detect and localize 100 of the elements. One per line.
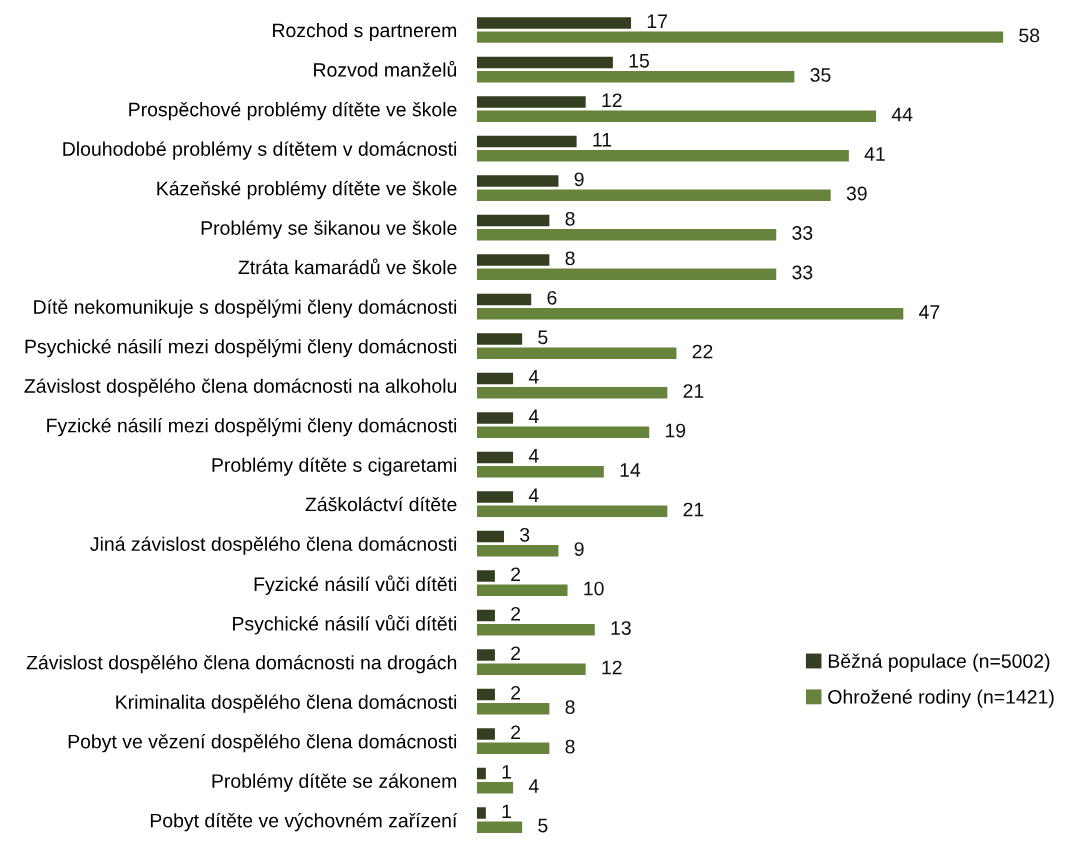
y-tick-label: Rozvod manželů	[314, 60, 457, 77]
data-label: 5	[538, 818, 548, 833]
bar	[476, 214, 550, 227]
data-label: 4	[528, 449, 539, 463]
data-label: 8	[565, 739, 575, 754]
bar	[476, 426, 650, 438]
data-label: 3	[520, 527, 530, 542]
data-label: 9	[574, 172, 584, 187]
bar	[476, 228, 777, 241]
data-label: 8	[565, 251, 575, 266]
bar	[476, 807, 486, 819]
y-tick-label: Fyzické násilí mezi dospělými členy domácnosti	[47, 417, 457, 437]
bar	[476, 189, 831, 201]
data-label: 35	[810, 68, 831, 82]
data-label: 39	[846, 186, 867, 201]
data-label: 22	[692, 344, 713, 359]
bar	[476, 505, 668, 517]
y-tick-label: Dítě nekomunikuje s dospělými členy domácnosti	[34, 299, 457, 318]
data-label: 2	[511, 646, 521, 661]
y-tick-label: Pobyt dítěte ve výchovném zařízení	[150, 812, 458, 832]
bar	[476, 347, 677, 359]
bar	[476, 688, 495, 701]
bar	[476, 17, 632, 29]
data-label: 4	[528, 488, 539, 502]
bar	[476, 821, 523, 833]
data-label: 47	[919, 305, 940, 319]
y-tick-label: Kázeňské problémy dítěte ve škole	[157, 180, 457, 200]
data-label: 8	[565, 211, 575, 226]
bar	[476, 293, 532, 306]
bar	[476, 649, 495, 661]
y-tick-label: Záškoláctví dítěte	[305, 496, 457, 512]
bar	[476, 702, 550, 715]
legend-label: Běžná populace (n=5002)	[828, 653, 1050, 672]
y-tick-label: Fyzické násilí vůči dítěti	[254, 575, 457, 595]
data-label: 2	[511, 725, 521, 740]
data-label: 21	[683, 502, 704, 517]
bar	[476, 451, 514, 464]
data-label: 14	[620, 463, 641, 477]
y-tick-label: Kriminalita dospělého člena domácnosti	[116, 694, 457, 713]
data-label: 2	[511, 567, 521, 581]
bar	[476, 268, 777, 280]
bar	[476, 175, 559, 187]
y-tick-label: Psychické násilí vůči dítěti	[233, 614, 457, 635]
bar	[476, 96, 586, 108]
bar	[476, 530, 504, 543]
legend-label: Ohrožené rodiny (n=1421)	[828, 689, 1054, 708]
data-label: 33	[792, 226, 813, 240]
data-label: 33	[792, 265, 813, 280]
bar	[476, 135, 577, 148]
data-label: 10	[584, 581, 604, 596]
bar	[476, 70, 795, 83]
y-tick-label: Pobyt ve vězení dospělého člena domácnosti	[68, 733, 457, 753]
y-tick-label: Závislost dospělého člena domácnosti na alkoholu	[24, 378, 457, 397]
bar	[476, 386, 668, 399]
bar	[476, 333, 523, 345]
bar	[476, 781, 514, 794]
data-label: 9	[574, 542, 584, 556]
bar	[476, 412, 514, 424]
bar	[476, 570, 495, 582]
data-label: 44	[891, 107, 913, 122]
data-label: 11	[593, 133, 612, 147]
data-label: 41	[864, 147, 885, 161]
bar	[476, 254, 550, 266]
data-label: 17	[647, 14, 667, 28]
data-label: 12	[602, 660, 622, 675]
data-label: 5	[538, 330, 548, 345]
bar	[476, 728, 495, 740]
data-label: 8	[565, 700, 575, 714]
y-tick-label: Ztráta kamarádů ve škole	[238, 258, 457, 275]
y-tick-label: Závislost dospělého člena domácnosti na drogách	[26, 654, 457, 674]
bar	[476, 31, 1004, 43]
data-label: 2	[511, 606, 521, 621]
bar	[476, 465, 604, 478]
y-tick-label: Jiná závislost dospělého člena domácnosti	[90, 536, 457, 555]
data-label: 19	[665, 423, 686, 438]
bar	[476, 584, 568, 596]
data-label: 4	[528, 370, 539, 384]
bar	[476, 149, 849, 162]
data-label: 4	[528, 779, 539, 793]
data-label: 58	[1019, 28, 1040, 43]
data-label: 12	[602, 93, 622, 107]
y-tick-label: Problémy dítěte s cigaretami	[212, 457, 457, 476]
data-label: 6	[547, 290, 557, 305]
data-label: 21	[683, 384, 704, 398]
data-label: 1	[502, 804, 511, 819]
bar	[476, 623, 595, 636]
y-tick-label: Prospěchové problémy dítěte ve škole	[129, 101, 457, 121]
y-tick-label: Problémy dítěte se zákonem	[212, 773, 457, 792]
bar	[476, 110, 877, 122]
bar	[476, 307, 904, 320]
bar	[476, 767, 486, 780]
bar	[476, 663, 586, 675]
bar	[476, 609, 495, 622]
data-label: 15	[629, 54, 649, 68]
y-tick-label: Dlouhodobé problémy s dítětem v domácnosti	[63, 141, 457, 160]
y-tick-label: Problémy se šikanou ve škole	[201, 220, 457, 239]
bar	[476, 56, 613, 69]
y-tick-label: Rozchod s partnerem	[273, 22, 457, 42]
bar	[476, 491, 514, 503]
bar	[476, 372, 514, 385]
